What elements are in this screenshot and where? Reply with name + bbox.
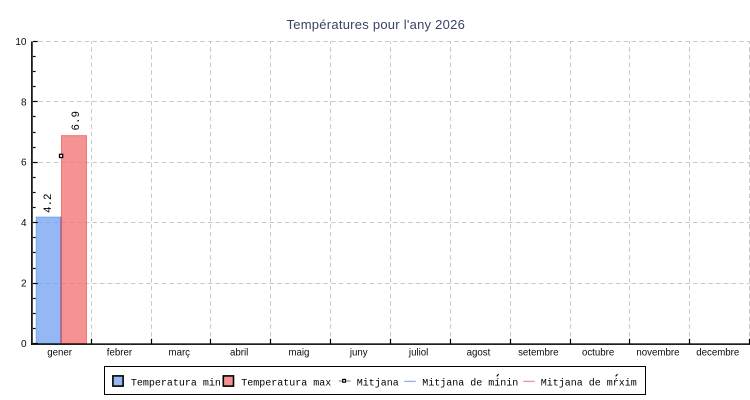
svg-text:agost: agost — [467, 347, 491, 358]
svg-text:juny: juny — [349, 347, 368, 358]
svg-text:setembre: setembre — [518, 347, 558, 358]
svg-text:6: 6 — [21, 158, 27, 169]
svg-text:6.9: 6.9 — [71, 111, 83, 130]
svg-text:Températures pour l'any 2026: Températures pour l'any 2026 — [287, 17, 466, 32]
svg-text:octubre: octubre — [582, 347, 614, 358]
svg-text:4.2: 4.2 — [43, 193, 55, 212]
svg-text:maig: maig — [288, 347, 309, 358]
svg-text:juliol: juliol — [408, 347, 428, 358]
svg-text:març: març — [169, 347, 191, 358]
svg-text:Temperatura max: Temperatura max — [241, 378, 331, 389]
svg-text:10: 10 — [15, 37, 27, 48]
svg-text:8: 8 — [21, 97, 27, 108]
svg-text:4: 4 — [21, 218, 27, 229]
svg-text:Mitjana de mínin: Mitjana de mínin — [422, 377, 518, 389]
svg-text:0: 0 — [21, 339, 27, 350]
svg-text:novembre: novembre — [636, 347, 679, 358]
svg-text:Temperatura min: Temperatura min — [131, 377, 221, 389]
svg-text:febrer: febrer — [107, 347, 133, 358]
svg-text:Mitjana: Mitjana — [357, 377, 399, 389]
svg-text:abril: abril — [230, 347, 248, 358]
svg-text:decembre: decembre — [696, 347, 739, 358]
svg-text:2: 2 — [21, 279, 27, 290]
svg-text:Mitjana de mŕxim: Mitjana de mŕxim — [541, 377, 637, 389]
svg-text:gener: gener — [47, 347, 73, 358]
